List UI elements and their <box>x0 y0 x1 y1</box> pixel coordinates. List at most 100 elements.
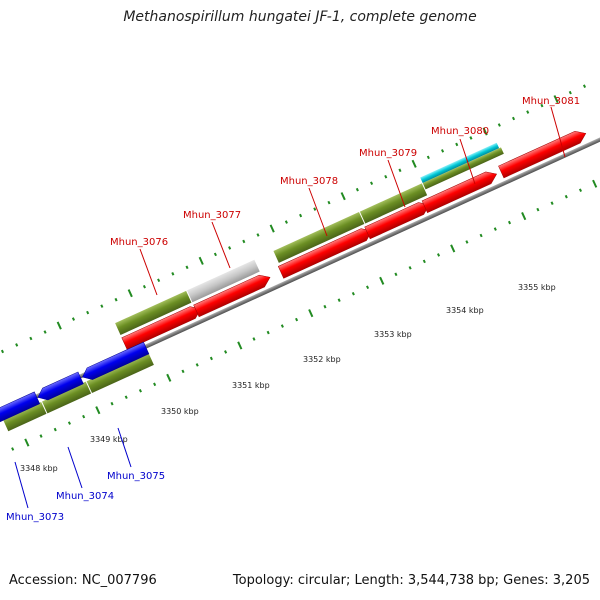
outer-tick-mark <box>43 330 47 334</box>
gene-arrow-mhun-3077[interactable] <box>193 271 273 318</box>
inner-tick-mark <box>138 388 142 393</box>
inner-tick-mark <box>550 201 554 205</box>
gene-label-mhun-3077[interactable]: Mhun_3077 <box>183 210 241 221</box>
inner-tick-mark <box>450 244 456 253</box>
outer-tick-mark <box>384 174 388 179</box>
gene-label-mhun-3074[interactable]: Mhun_3074 <box>56 491 114 502</box>
inner-tick-mark <box>493 227 497 231</box>
outer-tick-mark <box>426 155 430 160</box>
outer-tick-mark <box>411 159 417 168</box>
feature-bar-3074[interactable] <box>42 381 92 414</box>
inner-tick-mark <box>394 272 398 277</box>
outer-tick-mark <box>313 207 317 211</box>
leader-line-3080 <box>459 138 476 185</box>
inner-tick-mark <box>507 220 512 225</box>
outer-tick-mark <box>355 187 359 192</box>
gene-label-mhun-3078[interactable]: Mhun_3078 <box>280 176 338 187</box>
outer-tick-mark <box>29 336 33 341</box>
feature-bar-3075[interactable] <box>86 353 154 394</box>
inner-tick-track <box>0 179 598 458</box>
inner-tick-mark <box>124 395 128 400</box>
inner-tick-mark <box>24 438 30 447</box>
inner-tick-mark <box>521 212 527 221</box>
outer-tick-mark <box>511 116 516 121</box>
gene-label-mhun-3081[interactable]: Mhun_3081 <box>522 96 580 107</box>
outer-tick-mark <box>185 265 189 270</box>
outer-tick-mark <box>370 181 374 186</box>
leader-line-3076 <box>139 248 158 296</box>
tick-label-3354: 3354 kbp <box>446 306 484 315</box>
gene-arrow-mhun-3075[interactable] <box>80 341 150 383</box>
inner-tick-mark <box>465 240 469 244</box>
gene-arrow-mhun-3080[interactable] <box>421 168 499 214</box>
feature-bar-3073[interactable] <box>2 401 47 432</box>
outer-tick-mark <box>469 136 473 140</box>
outer-tick-mark <box>540 103 544 108</box>
outer-tick-mark <box>455 142 459 147</box>
tick-label-3351: 3351 kbp <box>232 381 270 390</box>
gene-label-mhun-3076[interactable]: Mhun_3076 <box>110 237 168 248</box>
feature-bar-3079[interactable] <box>359 183 428 224</box>
inner-tick-mark <box>39 434 43 438</box>
inner-tick-mark <box>266 330 270 335</box>
inner-tick-mark <box>578 188 583 192</box>
inner-tick-mark <box>564 194 568 199</box>
leader-line-3079 <box>387 159 406 208</box>
inner-tick-mark <box>351 291 355 296</box>
outer-tick-mark <box>553 95 559 104</box>
inner-tick-mark <box>337 298 341 302</box>
outer-tick-mark <box>171 272 175 276</box>
outer-tick-mark <box>56 321 62 330</box>
outer-tick-mark <box>497 123 501 127</box>
feature-bar-3077-grey[interactable] <box>187 259 260 303</box>
genome-summary-text: Topology: circular; Length: 3,544,738 bp… <box>232 573 590 588</box>
inner-tick-mark <box>181 369 185 374</box>
gene-label-mhun-3080[interactable]: Mhun_3080 <box>431 126 489 137</box>
gene-label-mhun-3079[interactable]: Mhun_3079 <box>359 148 417 159</box>
inner-tick-mark <box>295 317 299 322</box>
outer-tick-mark <box>127 289 133 298</box>
tick-label-3353: 3353 kbp <box>374 330 412 339</box>
inner-tick-mark <box>110 401 114 406</box>
outer-tick-mark <box>340 192 346 201</box>
inner-tick-mark <box>379 276 385 285</box>
gene-arrow-mhun-3074[interactable] <box>35 371 84 403</box>
feature-bar-3080[interactable] <box>422 147 504 190</box>
inner-tick-mark <box>53 427 57 432</box>
feature-bar-3078[interactable] <box>273 212 365 263</box>
inner-tick-mark <box>82 414 86 419</box>
inner-tick-mark <box>237 341 243 350</box>
gene-label-mhun-3073[interactable]: Mhun_3073 <box>6 512 64 523</box>
outer-tick-mark <box>228 246 232 250</box>
outer-tick-mark <box>198 256 204 265</box>
outer-tick-mark <box>441 149 445 153</box>
accession-text: Accession: NC_007796 <box>9 573 157 588</box>
inner-tick-mark <box>422 259 426 264</box>
inner-tick-mark <box>592 179 598 188</box>
inner-tick-mark <box>408 266 412 270</box>
outer-tick-mark <box>15 343 19 347</box>
tick-label-3349: 3349 kbp <box>90 435 128 444</box>
tick-label-3350: 3350 kbp <box>161 407 199 416</box>
leader-line-3081 <box>550 106 566 158</box>
map-title: Methanospirillum hungatei JF-1, complete… <box>123 9 477 25</box>
tick-label-3348: 3348 kbp <box>20 464 58 473</box>
inner-tick-mark <box>366 285 370 290</box>
inner-tick-mark <box>67 421 71 425</box>
outer-tick-mark <box>327 200 331 205</box>
outer-tick-mark <box>582 84 587 88</box>
gene-label-mhun-3075[interactable]: Mhun_3075 <box>107 471 165 482</box>
inner-tick-mark <box>224 350 228 354</box>
gene-arrow-mhun-3081[interactable] <box>498 127 588 179</box>
outer-tick-mark <box>242 239 246 244</box>
inner-tick-mark <box>308 309 314 318</box>
tick-label-3352: 3352 kbp <box>303 355 341 364</box>
outer-tick-mark <box>526 110 530 114</box>
gene-arrow-mhun-3073[interactable] <box>0 391 41 429</box>
outer-tick-mark <box>100 304 104 308</box>
inner-tick-mark <box>252 337 256 341</box>
feature-bar-3076[interactable] <box>115 290 192 336</box>
outer-tick-mark <box>299 213 303 218</box>
feature-bar-3080-cyan[interactable] <box>420 142 500 184</box>
